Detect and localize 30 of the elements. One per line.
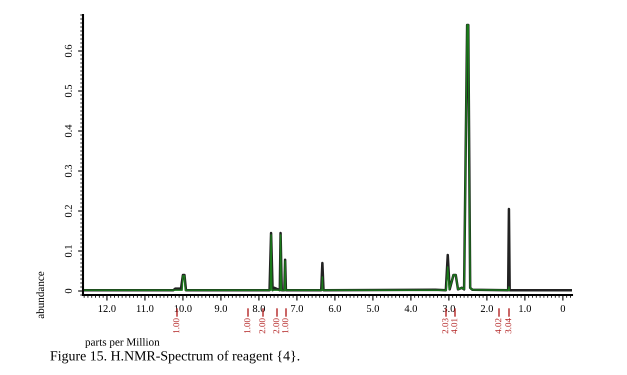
text: 2.00 — [273, 318, 280, 334]
y-tick-label: 0.6 — [64, 44, 72, 58]
x-tick-label: 0 — [560, 305, 566, 312]
x-tick-label: 12.0 — [98, 305, 116, 312]
y-tick-label: 0.3 — [64, 164, 72, 178]
x-tick-label: 5.0 — [367, 305, 380, 312]
y-tick-label: 0.4 — [64, 124, 72, 138]
y-tick-label: 0.2 — [64, 205, 72, 218]
text: 4.02 — [495, 318, 502, 334]
x-tick-label: 4.0 — [404, 305, 418, 312]
y-axis-title: abundance — [36, 272, 44, 318]
x-tick-label: 9.0 — [214, 305, 228, 312]
x-tick-label: 6.0 — [328, 305, 342, 312]
text: 2.03 — [442, 318, 448, 334]
x-tick-label: 1.0 — [519, 305, 531, 312]
y-tick-label: 0.5 — [64, 84, 72, 98]
text: 3.04 — [505, 318, 512, 334]
y-tick-label: 0.1 — [64, 245, 72, 258]
x-axis-title: parts per Million — [85, 338, 160, 348]
x-tick-label: 7.0 — [291, 305, 304, 312]
text: 1.00 — [173, 318, 180, 334]
text: 1.00 — [282, 318, 288, 334]
caption: Figure 15. H.NMR-Spectrum of reagent {4}. — [50, 350, 300, 364]
text: 1.00 — [244, 318, 250, 334]
y-tick-label: 0 — [64, 288, 72, 294]
text: 2.00 — [259, 318, 266, 334]
x-tick-label: 8.0 — [252, 305, 266, 312]
text: 4.01 — [451, 318, 458, 334]
x-tick-label: 11.0 — [136, 305, 154, 312]
x-tick-label: 2.0 — [480, 305, 494, 312]
